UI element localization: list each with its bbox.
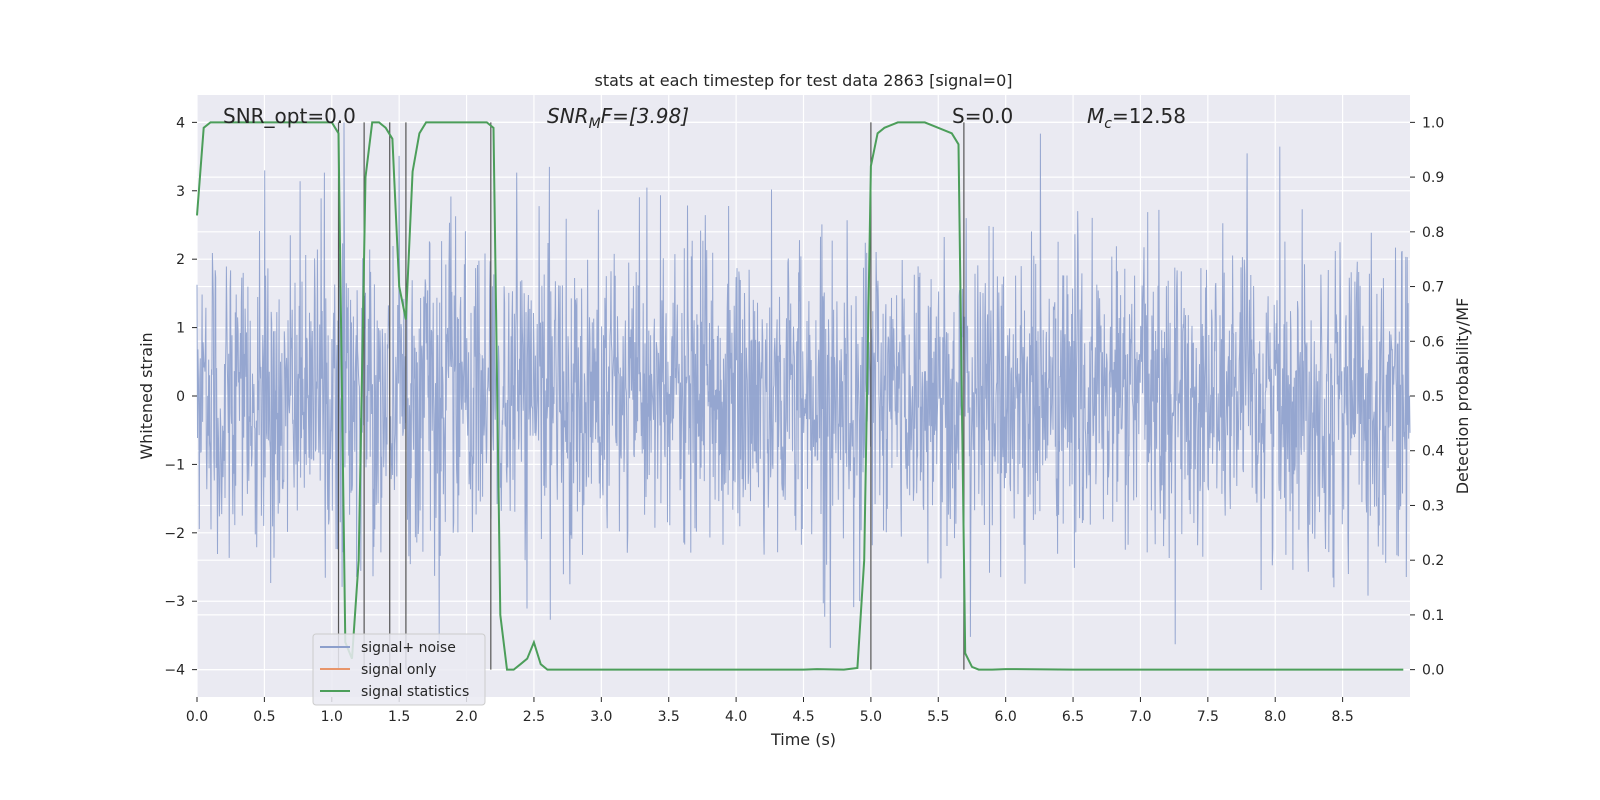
x-tick-label: 7.0 [1129,709,1151,725]
right-tick-label: 0.6 [1422,334,1444,350]
x-tick-label: 4.5 [792,709,814,725]
annotation-snr-opt: SNR_opt=0.0 [223,104,356,128]
signal-noise-series [196,122,1411,648]
legend-label-signal-noise: signal+ noise [361,640,456,656]
left-tick-label: 0 [176,389,185,405]
x-tick-label: 6.5 [1062,709,1084,725]
x-tick-label: 5.5 [927,709,949,725]
annotation-mc-sub: c [1104,116,1112,132]
left-axis-ticks: −4 −3 −2 −1 0 1 2 3 4 [164,115,197,679]
x-axis-ticks: 0.0 0.5 1.0 1.5 2.0 2.5 3.0 3.5 4.0 4.5 5.0 5.5 6.0 6… [186,697,1354,725]
x-tick-label: 0.5 [253,709,275,725]
annotation-mc: Mc=12.58 [1087,104,1186,132]
right-axis-ticks: 0.0 0.1 0.2 0.3 0.4 0.5 0.6 0.7 0.8 0.9 1.0 [1410,115,1444,679]
right-tick-label: 0.1 [1422,608,1444,624]
annotation-s: S=0.0 [952,104,1013,128]
x-tick-label: 3.0 [590,709,612,725]
x-tick-label: 6.0 [995,709,1017,725]
vertical-marker-lines [337,122,965,670]
x-axis-label: Time (s) [770,730,836,749]
legend: signal+ noise signal only signal statist… [312,633,486,706]
x-tick-label: 8.0 [1264,709,1286,725]
annotation-mc-main: M [1087,104,1104,128]
y-axis-label-right: Detection probability/MF [1453,298,1472,495]
right-tick-label: 0.8 [1422,225,1444,241]
right-tick-label: 0.4 [1422,444,1444,460]
x-tick-label: 2.0 [455,709,477,725]
annotation-snr-mf: SNRMF=[3.98] [547,104,689,132]
annotation-snr-mf-sub: M [589,116,601,132]
x-tick-label: 8.5 [1331,709,1353,725]
x-tick-label: 2.5 [523,709,545,725]
annotation-snr-mf-rest: F=[3.98] [601,104,689,128]
left-tick-label: −3 [164,594,185,610]
x-tick-label: 7.5 [1197,709,1219,725]
x-tick-label: 3.5 [658,709,680,725]
right-tick-label: 0.0 [1422,663,1444,679]
left-tick-label: −2 [164,526,185,542]
right-tick-label: 1.0 [1422,115,1444,131]
right-tick-label: 0.2 [1422,553,1444,569]
left-tick-label: 3 [176,184,185,200]
x-tick-label: 0.0 [186,709,208,725]
legend-box [312,633,486,706]
right-tick-label: 0.7 [1422,280,1444,296]
y-axis-label-left: Whitened strain [137,332,156,459]
x-tick-label: 1.0 [321,709,343,725]
x-tick-label: 1.5 [388,709,410,725]
signal-noise-line [196,122,1411,648]
left-tick-label: 1 [176,321,185,337]
right-tick-label: 0.5 [1422,389,1444,405]
annotation-mc-rest: =12.58 [1112,104,1186,128]
right-tick-label: 0.3 [1422,498,1444,514]
left-tick-label: −4 [164,663,185,679]
chart-title: stats at each timestep for test data 286… [594,71,1012,90]
x-tick-label: 4.0 [725,709,747,725]
left-tick-label: 2 [176,252,185,268]
left-tick-label: −1 [164,457,185,473]
x-tick-label: 5.0 [860,709,882,725]
legend-label-signal-statistics: signal statistics [361,684,469,700]
right-tick-label: 0.9 [1422,170,1444,186]
annotation-snr-mf-main: SNR [547,104,589,128]
legend-label-signal-only: signal only [361,662,436,678]
left-tick-label: 4 [176,115,185,131]
